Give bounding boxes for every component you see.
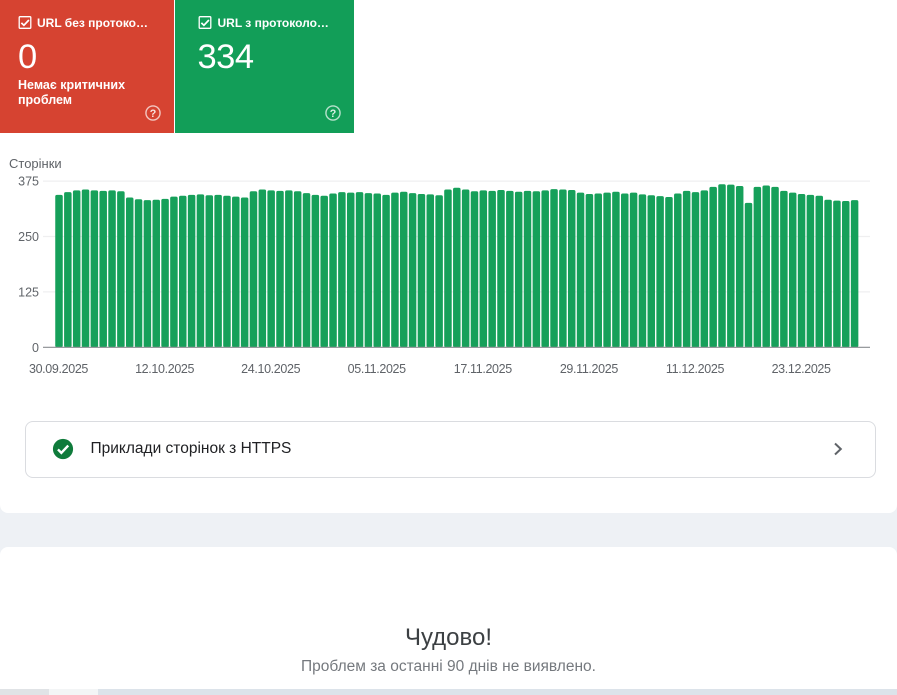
svg-text:250: 250: [18, 230, 39, 244]
svg-text:29.11.2025: 29.11.2025: [560, 362, 619, 376]
svg-text:?: ?: [149, 107, 156, 119]
svg-text:12.10.2025: 12.10.2025: [135, 362, 194, 376]
svg-text:125: 125: [18, 286, 39, 300]
svg-text:?: ?: [330, 107, 337, 119]
svg-text:11.12.2025: 11.12.2025: [666, 362, 725, 376]
svg-text:05.11.2025: 05.11.2025: [348, 362, 407, 376]
svg-text:24.10.2025: 24.10.2025: [241, 362, 300, 376]
svg-text:30.09.2025: 30.09.2025: [29, 362, 88, 376]
svg-text:17.11.2025: 17.11.2025: [454, 362, 513, 376]
svg-text:375: 375: [18, 175, 39, 189]
svg-text:0: 0: [32, 341, 39, 355]
svg-text:23.12.2025: 23.12.2025: [772, 362, 831, 376]
